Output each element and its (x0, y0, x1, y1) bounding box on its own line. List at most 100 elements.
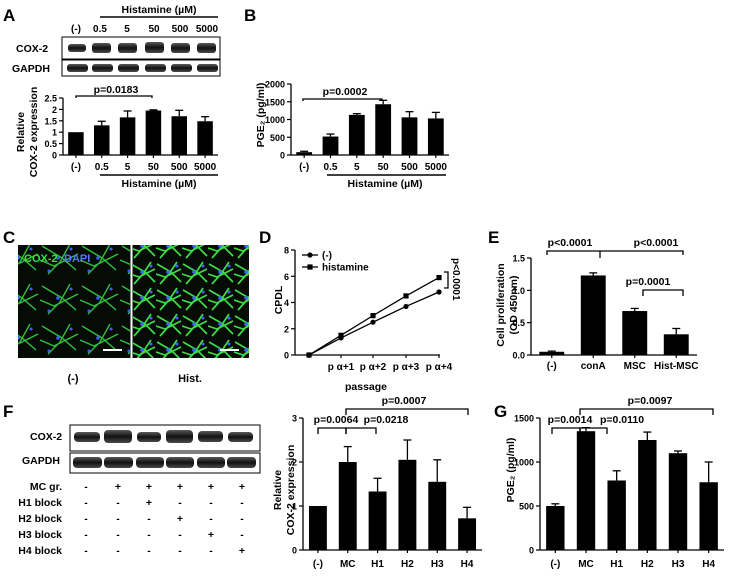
x-tick-label: (-) (547, 361, 557, 372)
micrograph-histamine (133, 245, 249, 358)
bar (458, 518, 477, 550)
x-tick-label: H1 (610, 559, 623, 570)
band (197, 64, 218, 72)
y-tick-label: 0 (52, 151, 57, 161)
y-tick-label: 1 (52, 128, 57, 138)
data-point (436, 289, 442, 295)
legend-label: (-) (322, 251, 332, 262)
band (228, 432, 253, 442)
stain-cox2-label: COX-2 (24, 253, 58, 265)
y-tick-label: 4 (284, 298, 289, 308)
panel-f-bracket-2 (345, 427, 377, 434)
y-tick-label: 0.5 (44, 139, 57, 149)
panel-d-pvalue-group: p<0.0001 (450, 258, 461, 301)
y-tick-label: 0.5 (512, 318, 525, 328)
blot-label-cox2: COX-2 (30, 431, 62, 443)
lane-label: 0.5 (93, 24, 107, 35)
treatment-mark: - (84, 545, 88, 557)
bar (368, 491, 387, 550)
band (118, 43, 137, 53)
x-tick-label: 50 (378, 162, 390, 173)
blot-label-gapdh: GAPDH (22, 455, 60, 467)
bar (197, 121, 213, 155)
bar (401, 117, 418, 155)
treatment-mark: + (177, 513, 183, 525)
panel-c-letter: C (3, 228, 15, 247)
bar (348, 114, 365, 155)
panel-g-ylabel: PGE₂ (pg/ml) (505, 438, 517, 503)
legend-label: histamine (322, 263, 369, 274)
treatment-mark: - (147, 529, 151, 541)
x-tick-label: H2 (641, 559, 654, 570)
micrograph-label-control: (-) (68, 373, 79, 385)
bar (94, 125, 110, 155)
band (74, 432, 100, 442)
x-tick-label: H3 (672, 559, 685, 570)
panel-f-letter: F (3, 402, 13, 421)
treatment-mark: - (178, 545, 182, 557)
panel-e-bracket-2 (642, 289, 684, 296)
x-tick-label: 5000 (194, 162, 217, 173)
panel-a-letter: A (3, 6, 15, 25)
bar (322, 136, 339, 155)
band (104, 457, 133, 468)
panel-b-bracket (302, 98, 383, 101)
bar (638, 440, 657, 550)
bar (663, 334, 689, 355)
band (145, 42, 164, 53)
panel-f-bracket-3 (345, 408, 469, 415)
bar (398, 459, 417, 550)
band (166, 430, 193, 443)
treatment-mark: + (208, 481, 214, 493)
y-tick-label: 3 (292, 414, 297, 424)
treatment-row-label: H1 block (18, 497, 62, 509)
x-tick-label: MC (340, 559, 356, 570)
panel-e-pvalue-1: p<0.0001 (548, 237, 593, 249)
treatment-row-label: H3 block (18, 529, 62, 541)
band (68, 44, 86, 52)
treatment-mark: - (84, 513, 88, 525)
bar (68, 132, 84, 155)
band (92, 43, 111, 53)
bar (119, 117, 136, 155)
micrograph-label-histamine: Hist. (178, 373, 202, 385)
chart-g: 0 500 1000 1500 (-) MC H1 H2 H3 H4 (514, 414, 724, 570)
treatment-mark: - (84, 481, 88, 493)
blot-cox2-bands (68, 42, 216, 53)
panel-a-header: Histamine (µM) (122, 4, 197, 16)
panel-a-ylabel: Relative COX-2 expression (15, 87, 40, 177)
band (73, 457, 102, 468)
panel-b: B PGE₂ (pg/ml) Histamine (µM) p=0.0002 0… (244, 6, 449, 190)
chart-d: 0 2 4 6 8 p α+1 p α+2 p α+3 p α+4 (-)histamine (284, 246, 453, 374)
x-tick-label: (-) (313, 559, 323, 570)
x-tick-label: MC (578, 559, 594, 570)
x-tick-label: (-) (299, 162, 309, 173)
panel-e-bracket-1 (546, 250, 684, 255)
treatment-mark: - (116, 497, 120, 509)
treatment-row-label: MC gr. (30, 481, 62, 493)
legend-marker (307, 252, 313, 258)
x-tick-label: 500 (171, 162, 188, 173)
treatment-mark: - (84, 497, 88, 509)
x-tick-label: p α+1 (328, 362, 355, 373)
x-tick-label: H3 (431, 559, 444, 570)
panel-g-bracket-2 (579, 427, 608, 434)
panel-d-xlabel: passage (345, 381, 387, 393)
bar (145, 110, 162, 155)
blot-f-cox2-bands (74, 430, 253, 443)
panel-d-pvalue: p<0.0001 (450, 258, 461, 301)
ylabel-line2: COX-2 expression (28, 87, 40, 177)
y-tick-label: 500 (270, 133, 285, 143)
treatment-row-label: H2 block (18, 513, 62, 525)
y-tick-label: 0 (529, 546, 534, 556)
band (67, 64, 88, 72)
panel-g-bracket-3 (579, 408, 714, 415)
ylabel-line1: Relative (272, 470, 284, 510)
legend-marker (307, 264, 313, 270)
band (166, 457, 194, 468)
band (104, 430, 132, 443)
band (171, 43, 190, 53)
bar (580, 275, 606, 355)
x-tick-label: 0.5 (95, 162, 109, 173)
data-point (370, 319, 376, 325)
